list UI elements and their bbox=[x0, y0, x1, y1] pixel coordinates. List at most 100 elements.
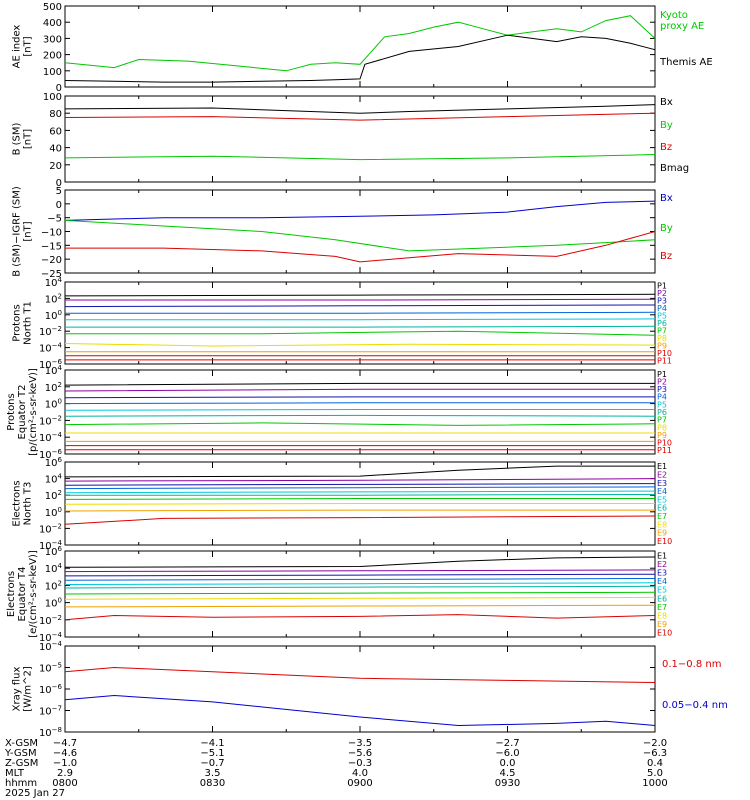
series-line-e9 bbox=[64, 604, 656, 608]
y-tick-label: 104 bbox=[45, 276, 63, 289]
series-line-p6 bbox=[65, 325, 656, 328]
series-line-0108nm bbox=[64, 666, 656, 683]
y-tick-label: 100 bbox=[43, 67, 62, 78]
y-tick-label: 5 bbox=[56, 186, 62, 197]
y-tick-label: −20 bbox=[41, 255, 62, 266]
series-line-e5 bbox=[64, 582, 656, 585]
series-line-p4 bbox=[65, 311, 656, 314]
legend-entry: P8 bbox=[657, 334, 667, 343]
x-row-label: Y-GSM bbox=[4, 748, 37, 759]
y-axis-label: B (SM)[nT] bbox=[12, 122, 34, 155]
x-row-label: Z-GSM bbox=[5, 758, 38, 769]
legend-entry: E5 bbox=[657, 495, 667, 504]
legend-entry: E7 bbox=[657, 512, 667, 521]
series-line-e6 bbox=[65, 493, 656, 496]
y-axis-label: B (SM)−IGRF (SM)[nT] bbox=[12, 186, 34, 277]
legend-entry: Bz bbox=[660, 142, 672, 153]
series-line-bx bbox=[64, 104, 656, 114]
legend-entry: E10 bbox=[657, 537, 672, 546]
legend-entry: P1 bbox=[657, 370, 667, 379]
series-line-by bbox=[64, 154, 656, 161]
legend-entry: P3 bbox=[657, 297, 667, 306]
series-line-bx bbox=[64, 200, 656, 221]
y-tick-label: 10−4 bbox=[39, 431, 63, 444]
legend-entry: P9 bbox=[657, 431, 667, 440]
legend-entry: E9 bbox=[657, 529, 667, 538]
x-row-value: 2.9 bbox=[57, 768, 73, 779]
y-tick-label: 100 bbox=[45, 597, 62, 610]
series-line-e4 bbox=[64, 486, 656, 490]
legend-entry: P2 bbox=[657, 377, 667, 386]
legend-entry: Bmag bbox=[660, 163, 689, 174]
legend-entry: P10 bbox=[657, 349, 672, 358]
series-line-e4 bbox=[64, 578, 656, 581]
x-row-label: MLT bbox=[5, 768, 25, 779]
series-line-00504nm bbox=[64, 694, 656, 727]
x-row-value: 0930 bbox=[495, 778, 520, 789]
y-axis-label: ElectronsNorth T3 bbox=[12, 480, 34, 526]
legend-entry: P8 bbox=[657, 423, 667, 432]
legend-entry: P11 bbox=[657, 356, 672, 365]
y-tick-label: 400 bbox=[43, 18, 62, 29]
y-tick-label: 104 bbox=[45, 562, 63, 575]
legend-entry: E7 bbox=[657, 603, 667, 612]
series-line-bz bbox=[64, 112, 656, 121]
y-tick-label: 10−4 bbox=[39, 342, 63, 355]
series-line-e9 bbox=[64, 509, 655, 512]
legend-entry: E1 bbox=[657, 551, 667, 560]
legend-entry: P7 bbox=[657, 326, 667, 335]
series-line-p2 bbox=[64, 388, 655, 392]
y-tick-label: 100 bbox=[45, 398, 62, 411]
series-line-bz bbox=[65, 231, 656, 263]
legend-entry: E3 bbox=[657, 569, 667, 578]
series-line-p1 bbox=[64, 382, 655, 386]
y-tick-label: 100 bbox=[45, 506, 62, 519]
series-line-e2 bbox=[64, 569, 656, 573]
y-tick-label: 10−6 bbox=[39, 683, 63, 696]
legend-entry: P5 bbox=[657, 400, 667, 409]
legend-entry: E8 bbox=[657, 612, 667, 621]
series-line-p6 bbox=[64, 414, 656, 417]
series-line-e1 bbox=[64, 556, 656, 568]
y-tick-label: 10−2 bbox=[39, 325, 62, 338]
y-tick-label: 102 bbox=[45, 579, 62, 592]
series-line-e5 bbox=[64, 490, 656, 494]
y-tick-label: 102 bbox=[45, 381, 62, 394]
x-row-value: 4.0 bbox=[352, 768, 368, 779]
series-line-e3 bbox=[64, 573, 656, 577]
y-axis-label: ElectronsEquator T4[e/(cm²-s-sr-keV)] bbox=[6, 550, 39, 638]
series-line-kyotoproxyae bbox=[64, 15, 656, 72]
y-tick-label: 104 bbox=[45, 364, 63, 377]
legend-entry: E2 bbox=[657, 470, 667, 479]
x-row-label: X-GSM bbox=[5, 738, 38, 749]
legend-entry: E1 bbox=[657, 462, 667, 471]
panel-frame bbox=[64, 5, 656, 88]
y-tick-label: 0 bbox=[56, 178, 62, 189]
legend-entry: P10 bbox=[657, 439, 672, 448]
legend-entry: P11 bbox=[657, 446, 672, 455]
legend-entry: Bx bbox=[660, 193, 673, 204]
x-row-value: 3.5 bbox=[205, 768, 221, 779]
legend-entry: P6 bbox=[657, 319, 667, 328]
series-line-p4 bbox=[64, 402, 655, 405]
y-tick-label: 500 bbox=[43, 2, 62, 13]
legend-entry: By bbox=[660, 120, 673, 131]
y-tick-label: 106 bbox=[45, 545, 63, 558]
series-line-p3 bbox=[64, 396, 655, 399]
y-tick-label: 80 bbox=[49, 109, 62, 120]
x-row-value: 0.4 bbox=[647, 758, 663, 769]
series-line-p8 bbox=[64, 343, 656, 347]
legend-entry: E9 bbox=[657, 620, 667, 629]
x-row-value: −2.7 bbox=[495, 738, 519, 749]
y-axis-label: Xray flux[W/m^2] bbox=[12, 666, 34, 712]
x-row-value: 0900 bbox=[347, 778, 372, 789]
legend-entry: P3 bbox=[657, 385, 667, 394]
y-tick-label: 10−7 bbox=[39, 705, 62, 718]
x-row-value: 1000 bbox=[642, 778, 667, 789]
x-row-value: −4.1 bbox=[200, 738, 224, 749]
series-line-p3 bbox=[64, 304, 656, 308]
